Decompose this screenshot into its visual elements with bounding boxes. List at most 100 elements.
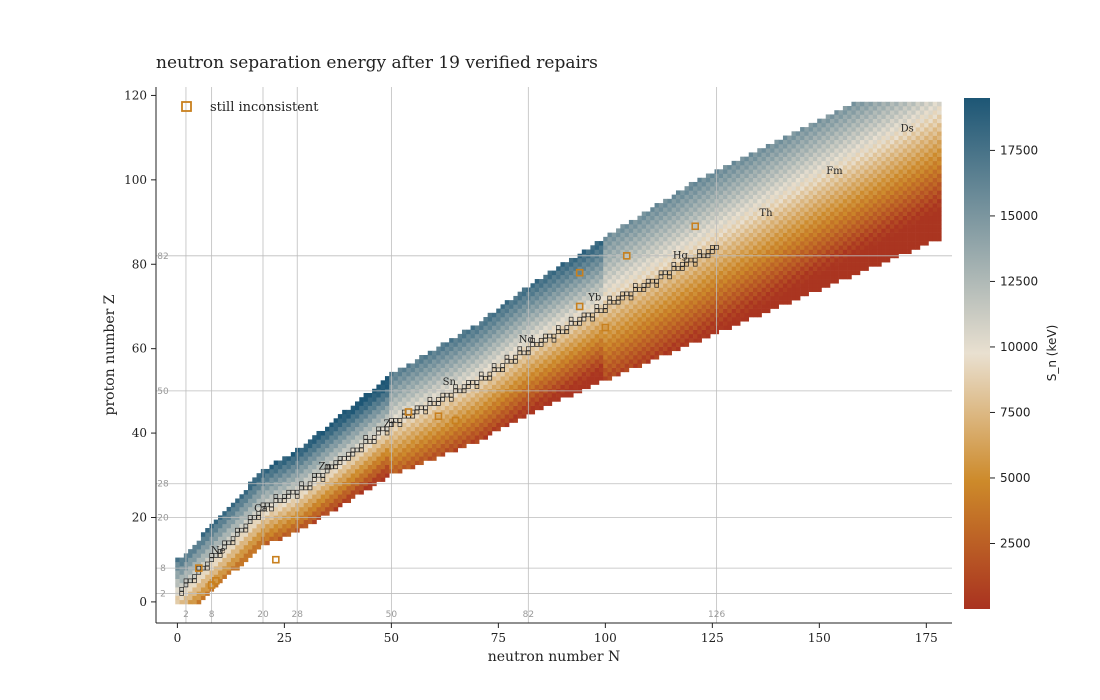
nuclide-cell [556, 342, 561, 347]
nuclide-cell [457, 367, 463, 373]
nuclide-cell [872, 257, 878, 263]
nuclide-cell [235, 536, 240, 541]
nuclide-cell [663, 279, 668, 284]
nuclide-cell [654, 232, 660, 238]
nuclide-cell [487, 380, 493, 385]
nuclide-cell [513, 317, 518, 322]
nuclide-cell [470, 355, 476, 360]
nuclide-cell [419, 422, 424, 428]
nuclide-cell [367, 443, 373, 449]
nuclide-cell [637, 329, 643, 335]
nuclide-cell [817, 203, 822, 208]
nuclide-cell [611, 274, 617, 280]
nuclide-cell [817, 257, 822, 263]
nuclide-cell [817, 135, 822, 141]
nuclide-cell [329, 452, 334, 457]
nuclide-cell [577, 287, 583, 292]
nuclide-cell [449, 439, 454, 444]
nuclide-cell [342, 414, 347, 419]
nuclide-cell [547, 274, 553, 280]
nuclide-cell [735, 236, 741, 242]
nuclide-cell [256, 494, 262, 499]
nuclide-cell [551, 342, 557, 347]
nuclide-cell [620, 262, 625, 267]
nuclide-cell [628, 257, 634, 263]
nuclide-cell [346, 485, 352, 491]
nuclide-cell [256, 477, 262, 482]
nuclide-cell [230, 549, 236, 554]
nuclide-cell [646, 262, 651, 267]
nuclide-cell [667, 308, 672, 314]
nuclide-cell [568, 350, 574, 356]
nuclide-cell [453, 414, 459, 419]
nuclide-cell [239, 532, 245, 537]
nuclide-cell [568, 338, 574, 343]
nuclide-cell [530, 304, 536, 309]
nuclide-cell [333, 498, 339, 504]
nuclide-cell [380, 414, 386, 419]
nuclide-cell [513, 376, 518, 381]
nuclide-cell [346, 414, 352, 419]
nuclide-cell [444, 443, 450, 449]
nuclide-cell [778, 152, 784, 157]
nuclide-cell [303, 494, 309, 499]
nuclide-cell [372, 401, 377, 406]
nuclide-cell [496, 376, 501, 381]
nuclide-cell [864, 211, 869, 217]
nuclide-cell [753, 270, 758, 276]
nuclide-cell [868, 228, 874, 233]
nuclide-cell [795, 190, 801, 195]
nuclide-cell [628, 300, 634, 305]
nuclide-cell [539, 346, 544, 352]
nuclide-cell [539, 283, 544, 288]
nuclide-cell [877, 249, 882, 255]
nuclide-cell [402, 367, 407, 373]
nuclide-cell [731, 270, 737, 276]
nuclide-cell [684, 232, 690, 238]
nuclide-cell [568, 355, 574, 360]
nuclide-cell [406, 430, 411, 436]
nuclide-cell [855, 266, 861, 271]
nuclide-cell [530, 283, 536, 288]
nuclide-cell [795, 160, 801, 166]
nuclide-cell [701, 266, 707, 271]
nuclide-cell [859, 257, 865, 263]
nuclide-cell [598, 295, 604, 301]
nuclide-cell [213, 553, 219, 558]
nuclide-cell [654, 295, 660, 301]
nuclide-cell [851, 198, 857, 204]
nuclide-cell [765, 224, 771, 229]
nuclide-cell [757, 228, 762, 233]
nuclide-cell [303, 485, 309, 491]
nuclide-cell [436, 346, 441, 352]
nuclide-cell [881, 241, 886, 246]
nuclide-cell [731, 194, 737, 200]
nuclide-cell [547, 270, 553, 276]
nuclide-cell [513, 401, 518, 406]
nuclide-cell [479, 401, 484, 406]
nuclide-cell [547, 325, 553, 330]
nuclide-cell [436, 355, 441, 360]
nuclide-cell [581, 317, 587, 322]
nuclide-cell [543, 355, 548, 360]
nuclide-cell [731, 173, 737, 179]
nuclide-cell [483, 384, 488, 390]
nuclide-cell [491, 409, 497, 415]
nuclide-cell [864, 262, 869, 267]
nuclide-cell [877, 160, 882, 166]
nuclide-cell [847, 118, 852, 124]
nuclide-cell [851, 215, 857, 221]
nuclide-cell [830, 114, 835, 119]
nuclide-cell [603, 312, 608, 318]
nuclide-cell [684, 279, 690, 284]
nuclide-cell [864, 186, 869, 191]
nuclide-cell [735, 266, 741, 271]
nuclide-cell [406, 456, 411, 461]
nuclide-cell [568, 342, 574, 347]
nuclide-cell [834, 245, 839, 250]
nuclide-cell [680, 283, 685, 288]
nuclide-cell [590, 317, 595, 322]
nuclide-cell [581, 359, 587, 364]
nuclide-cell [483, 422, 488, 428]
nuclide-cell [830, 135, 835, 141]
